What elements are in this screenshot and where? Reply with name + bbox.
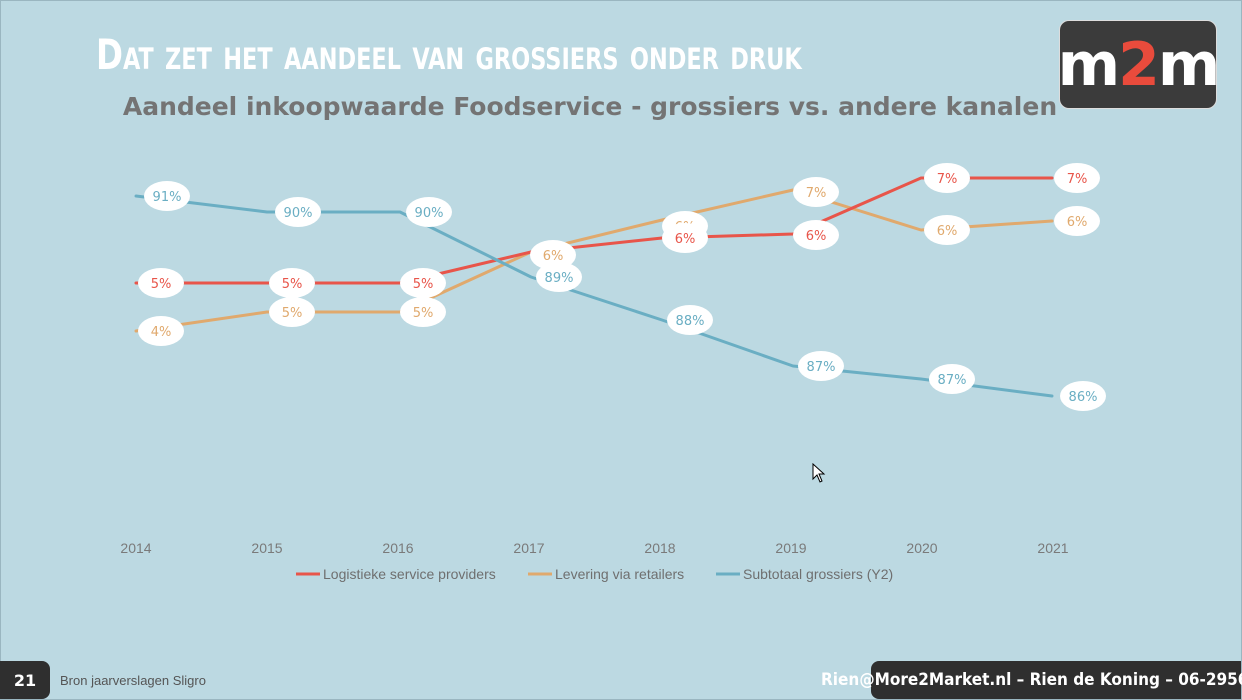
data-label-text: 6% [937,224,958,239]
data-label: 5% [400,297,446,327]
data-label-bubble [1060,381,1106,411]
data-label: 87% [929,364,975,394]
series-line-1 [134,176,1054,285]
data-label: 86% [1060,381,1106,411]
data-label: 6% [1054,206,1100,236]
data-label: 5% [269,268,315,298]
data-label-bubble [924,215,970,245]
data-label-bubble [400,268,446,298]
x-tick-label: 2015 [251,540,282,556]
data-label-text: 5% [151,277,172,292]
chart-title: Aandeel inkoopwaarde Foodservice - gross… [122,92,1058,121]
x-tick-label: 2021 [1037,540,1068,556]
data-label-text: 6% [1067,215,1088,230]
data-label: 7% [924,163,970,193]
data-label: 90% [275,197,321,227]
logo-text-accent: 2 [1118,29,1160,100]
data-label-text: 5% [413,277,434,292]
data-label-bubble [269,268,315,298]
legend-label: Levering via retailers [555,566,684,582]
data-label-bubble [275,197,321,227]
slide-title: Dat zet het aandeel van grossiers onder … [96,30,802,79]
data-label-bubble [662,223,708,253]
data-label-text: 91% [153,190,182,205]
data-label-bubble [406,197,452,227]
data-label-text: 5% [413,306,434,321]
data-label-text: 5% [282,277,303,292]
data-label-bubble [269,297,315,327]
x-tick-label: 2016 [382,540,413,556]
data-label-text: 7% [937,172,958,187]
data-label-bubble [530,240,576,270]
data-label-text: 90% [415,206,444,221]
data-label-text: 6% [543,249,564,264]
data-label-text: 87% [938,373,967,388]
x-tick-label: 2020 [906,540,937,556]
data-label: 5% [138,268,184,298]
data-label-text: 89% [545,271,574,286]
data-label-bubble [138,316,184,346]
data-label: 6% [793,220,839,250]
data-label-text: 90% [284,206,313,221]
data-label-text: 88% [676,314,705,329]
x-axis: 2014 2015 2016 2017 2018 2019 2020 2021 [120,540,1068,556]
data-label-bubble [1054,163,1100,193]
data-label: 7% [793,177,839,207]
contact-info: Rien@More2Market.nl – Rien de Koning – 0… [821,661,1242,699]
data-label-text: 87% [807,360,836,375]
data-label-text: 5% [282,306,303,321]
x-tick-label: 2019 [775,540,806,556]
data-label: 6% [530,240,576,270]
data-label-text: 6% [806,229,827,244]
logo-text-left: m [1057,29,1121,100]
data-label: 5% [400,268,446,298]
data-label-bubble [798,351,844,381]
data-label-bubble [400,297,446,327]
data-label-text: 7% [806,186,827,201]
data-label: 5% [269,297,315,327]
data-label: 87% [798,351,844,381]
source-note: Bron jaarverslagen Sligro [60,672,206,688]
footer-left: 21 Bron jaarverslagen Sligro [0,660,206,700]
data-label-bubble [138,268,184,298]
data-label-text: 86% [1069,390,1098,405]
data-label: 4% [138,316,184,346]
data-label-bubble [793,220,839,250]
data-label-bubble [1054,206,1100,236]
data-label-bubble [144,181,190,211]
series-line-3 [134,194,1054,398]
x-tick-label: 2014 [120,540,151,556]
page-number: 21 [0,661,50,699]
x-tick-label: 2018 [644,540,675,556]
legend-label: Logistieke service providers [323,566,496,582]
data-label: 6% [924,215,970,245]
data-label-text: 6% [675,232,696,247]
data-label-bubble [793,177,839,207]
legend-label: Subtotaal grossiers (Y2) [743,566,893,582]
mouse-cursor-icon [812,463,826,483]
data-label-bubble [667,305,713,335]
data-label: 7% [1054,163,1100,193]
legend: Logistieke service providers Levering via… [296,566,893,582]
data-label-text: 7% [1067,172,1088,187]
x-tick-label: 2017 [513,540,544,556]
data-labels: 91% 90% 90% 89% 88% 87% 87% 86% 4% 5% 5% 6% 6% 7% 6% 6%… [138,163,1106,411]
data-label-bubble [929,364,975,394]
data-label: 88% [667,305,713,335]
data-label: 90% [406,197,452,227]
data-label-text: 4% [151,325,172,340]
data-label: 6% [662,223,708,253]
data-label-bubble [924,163,970,193]
logo-text-right: m [1157,29,1221,100]
data-label: 91% [144,181,190,211]
